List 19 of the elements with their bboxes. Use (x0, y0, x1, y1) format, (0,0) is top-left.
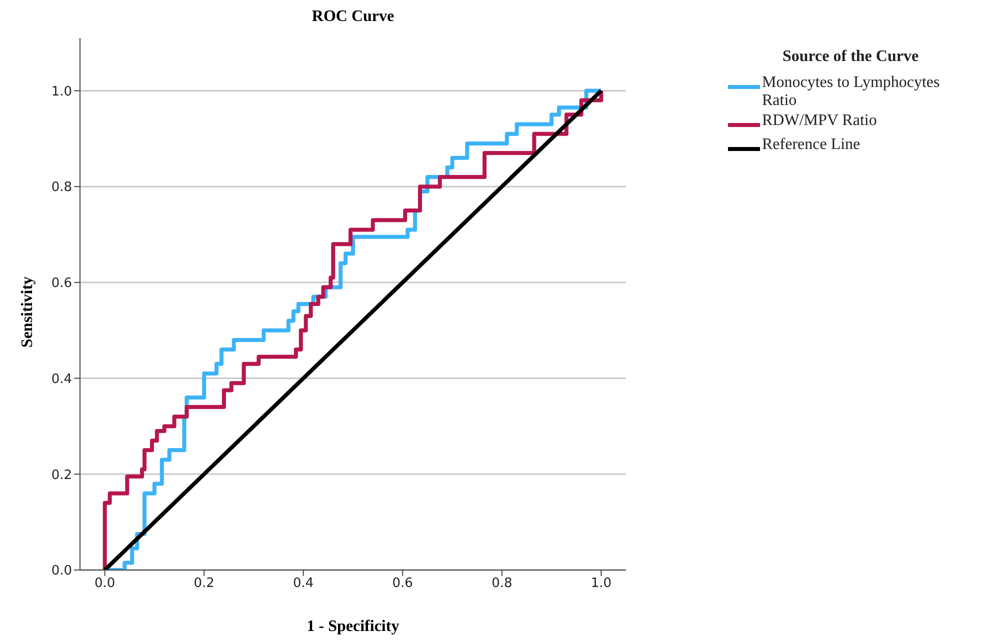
x-axis-title: 1 - Specificity (306, 618, 400, 636)
legend-label: Monocytes to Lymphocytes Ratio (762, 74, 941, 110)
x-tick-label: 0.0 (94, 576, 116, 592)
y-axis-title: Sensitivity (19, 275, 37, 350)
y-tick-label: 0.6 (51, 276, 72, 292)
x-tick-label: 1.0 (590, 576, 612, 592)
y-tick-label: 0.8 (51, 180, 72, 196)
legend-label: Reference Line (762, 136, 860, 154)
x-tick-label: 0.2 (194, 576, 214, 592)
legend-title: Source of the Curve (781, 48, 920, 66)
y-tick-label: 0.4 (51, 372, 72, 387)
x-tick-label: 0.6 (392, 576, 413, 592)
legend-label: RDW/MPV Ratio (762, 112, 877, 130)
y-tick-label: 1.0 (51, 84, 72, 100)
x-tick-label: 0.4 (293, 576, 314, 592)
x-tick-label: 0.8 (492, 576, 512, 592)
y-tick-label: 0.0 (51, 564, 72, 579)
chart-title: ROC Curve (310, 8, 396, 26)
y-tick-label: 0.2 (51, 468, 72, 483)
